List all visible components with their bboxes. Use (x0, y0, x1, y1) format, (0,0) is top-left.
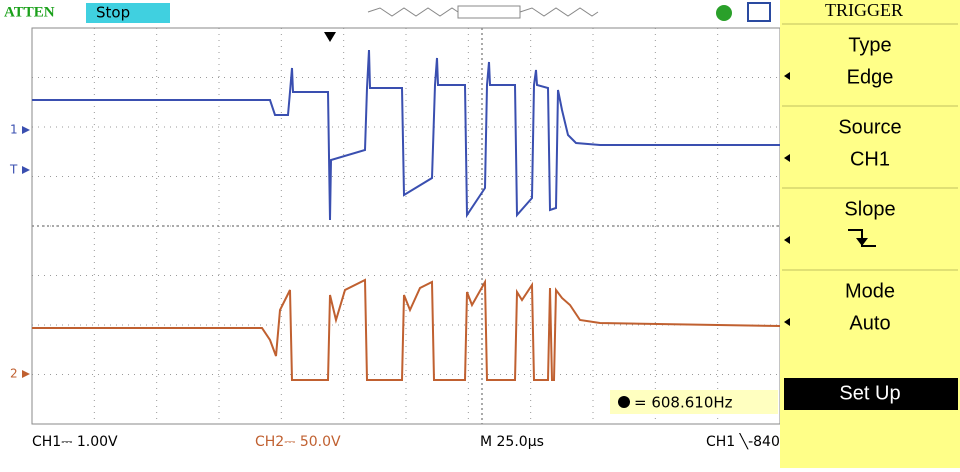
timebase: M 25.0µs (480, 434, 544, 450)
ch1-waveform (32, 49, 780, 221)
slope-arrow (856, 238, 868, 246)
menu-pointer (784, 318, 790, 326)
status-label: Stop (96, 4, 130, 22)
menu-pointer (784, 154, 790, 162)
status-box (86, 3, 170, 23)
frequency-icon (618, 396, 630, 408)
marker-arrow (22, 126, 30, 134)
printer-icon (747, 2, 771, 22)
atten-label: ATTEN (4, 4, 55, 20)
menu-items: Type Edge Source CH1 Slope Mode Auto (782, 34, 958, 334)
memory-bar (519, 7, 599, 17)
menu-title: TRIGGER (825, 0, 903, 20)
trigger-position (324, 32, 336, 42)
frequency-box (610, 390, 778, 414)
setup-button[interactable] (784, 378, 958, 410)
menu-pointer (784, 72, 790, 80)
menu-value: Edge (847, 66, 894, 88)
ch2-scale: CH2⎓ 50.0V (255, 434, 341, 450)
ch2-waveform (32, 278, 781, 381)
menu-value: Auto (849, 312, 890, 334)
frequency-readout: = 608.610Hz (634, 394, 733, 412)
menu-label: Source (838, 116, 901, 138)
ch2-marker: 2 (10, 367, 18, 381)
menu-value: CH1 (850, 148, 890, 170)
usb-icon (716, 5, 732, 21)
menu-pointer (784, 236, 790, 244)
marker-arrow (22, 166, 30, 174)
setup-label[interactable]: Set Up (839, 382, 900, 404)
ch1-scale: CH1⎓ 1.00V (32, 434, 118, 450)
memory-bar (367, 7, 459, 17)
ch1-marker: 1 (10, 123, 18, 137)
trigger-level: CH1 ╲-840mV (706, 433, 804, 450)
menu-label: Mode (845, 280, 895, 302)
marker-arrow (22, 370, 30, 378)
menu-label: Slope (844, 198, 895, 220)
grid (32, 28, 780, 424)
menu-label: Type (848, 34, 891, 56)
trigger-marker: T (9, 163, 18, 177)
